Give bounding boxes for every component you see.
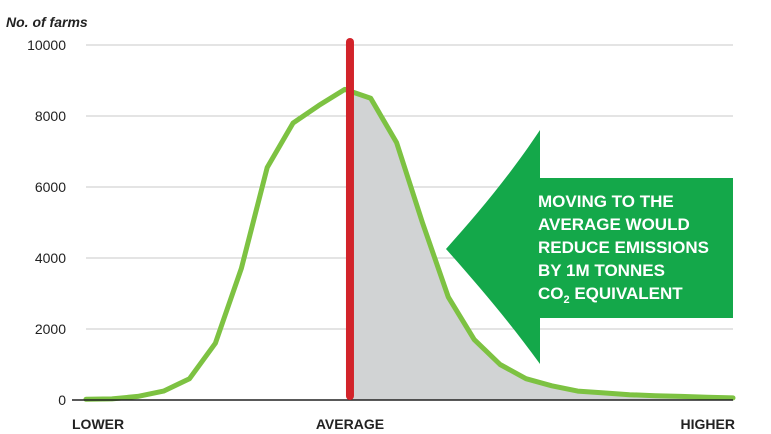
y-tick-label: 2000 (35, 321, 66, 337)
y-tick-label: 10000 (27, 37, 66, 53)
y-tick-label: 8000 (35, 108, 66, 124)
callout-arrow: MOVING TO THE AVERAGE WOULD REDUCE EMISS… (446, 130, 733, 364)
callout-arrow-shape (446, 130, 733, 364)
callout-line-5: CO2 EQUIVALENT (538, 284, 683, 306)
y-tick-label: 0 (58, 392, 66, 408)
y-tick-label: 4000 (35, 250, 66, 266)
distribution-curve (83, 86, 736, 402)
above-average-area (349, 91, 733, 401)
callout-line-2: AVERAGE WOULD (538, 215, 690, 234)
x-axis-label: HIGHER (681, 416, 735, 432)
y-tick-label: 6000 (35, 179, 66, 195)
callout-line-1: MOVING TO THE (538, 192, 674, 211)
x-axis-label: LOWER (72, 416, 124, 432)
callout-subscript: 2 (564, 294, 570, 306)
y-axis-label: No. of farms (6, 14, 88, 30)
callout-line-4: BY 1M TONNES (538, 261, 665, 280)
average-marker-line (345, 38, 354, 400)
y-tick-labels: 0 2000 4000 6000 8000 10000 (27, 37, 66, 408)
x-axis-label: AVERAGE (316, 416, 384, 432)
callout-co-text: CO (538, 284, 564, 303)
x-axis-labels: LOWER AVERAGE HIGHER (72, 416, 735, 432)
callout-equivalent-text: EQUIVALENT (570, 284, 684, 303)
callout-line-3: REDUCE EMISSIONS (538, 238, 709, 257)
